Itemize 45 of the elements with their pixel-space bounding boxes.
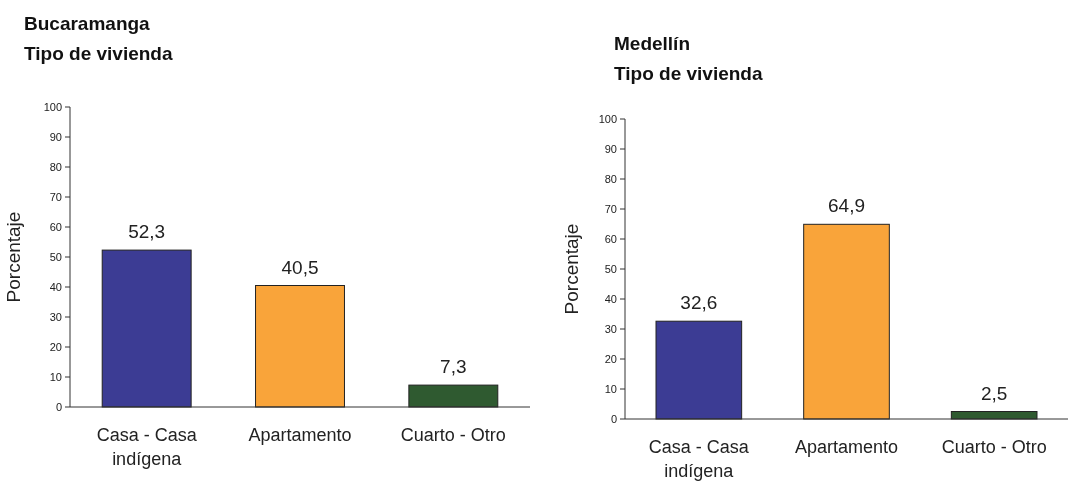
- y-tick-label: 90: [49, 131, 62, 143]
- y-tick-label: 30: [604, 323, 617, 335]
- data-label: 7,3: [440, 356, 467, 378]
- y-tick-label: 60: [49, 221, 62, 233]
- chart-subtitle: Tipo de vivienda: [24, 43, 173, 64]
- y-tick-label: 70: [604, 203, 617, 215]
- y-tick-label: 90: [604, 143, 617, 155]
- y-tick-label: 60: [604, 233, 617, 245]
- x-tick-label: Apartamento: [248, 425, 352, 445]
- bar: [255, 285, 345, 408]
- y-tick-label: 100: [43, 101, 62, 113]
- chart-title: Bucaramanga: [24, 13, 151, 34]
- data-label: 64,9: [828, 195, 865, 217]
- x-tick-label: Casa - Casa indígena: [648, 437, 750, 481]
- y-tick-label: 30: [49, 311, 62, 323]
- chart-subtitle: Tipo de vivienda: [614, 63, 763, 84]
- y-tick-label: 100: [598, 113, 617, 125]
- y-tick-label: 50: [604, 263, 617, 275]
- y-tick-label: 20: [604, 353, 617, 365]
- y-tick-label: 50: [49, 251, 62, 263]
- x-tick-label: Cuarto - Otro: [941, 437, 1047, 457]
- x-tick-label: Casa - Casa indígena: [96, 425, 198, 469]
- x-tick-label: Apartamento: [794, 437, 899, 457]
- y-tick-label: 80: [604, 173, 617, 185]
- y-tick-label: 40: [49, 281, 62, 293]
- bar: [101, 249, 192, 408]
- chart-title: Medellín: [614, 33, 691, 54]
- data-label: 52,3: [128, 221, 166, 243]
- bar: [803, 223, 890, 420]
- bar: [408, 384, 499, 408]
- data-label: 40,5: [281, 256, 319, 278]
- x-tick-label: Cuarto - Otro: [400, 425, 506, 445]
- y-tick-label: 70: [49, 191, 62, 203]
- y-axis-title: Porcentaje: [3, 211, 24, 303]
- y-tick-label: 0: [610, 413, 617, 425]
- data-label: 32,6: [680, 292, 718, 314]
- y-tick-label: 80: [49, 161, 62, 173]
- data-label: 2,5: [980, 382, 1008, 404]
- bar: [655, 320, 743, 420]
- y-axis-title: Porcentaje: [561, 223, 582, 315]
- y-tick-label: 10: [49, 371, 62, 383]
- y-tick-label: 20: [49, 341, 62, 353]
- y-tick-label: 0: [55, 401, 62, 413]
- y-tick-label: 10: [604, 383, 617, 395]
- y-tick-label: 40: [604, 293, 617, 305]
